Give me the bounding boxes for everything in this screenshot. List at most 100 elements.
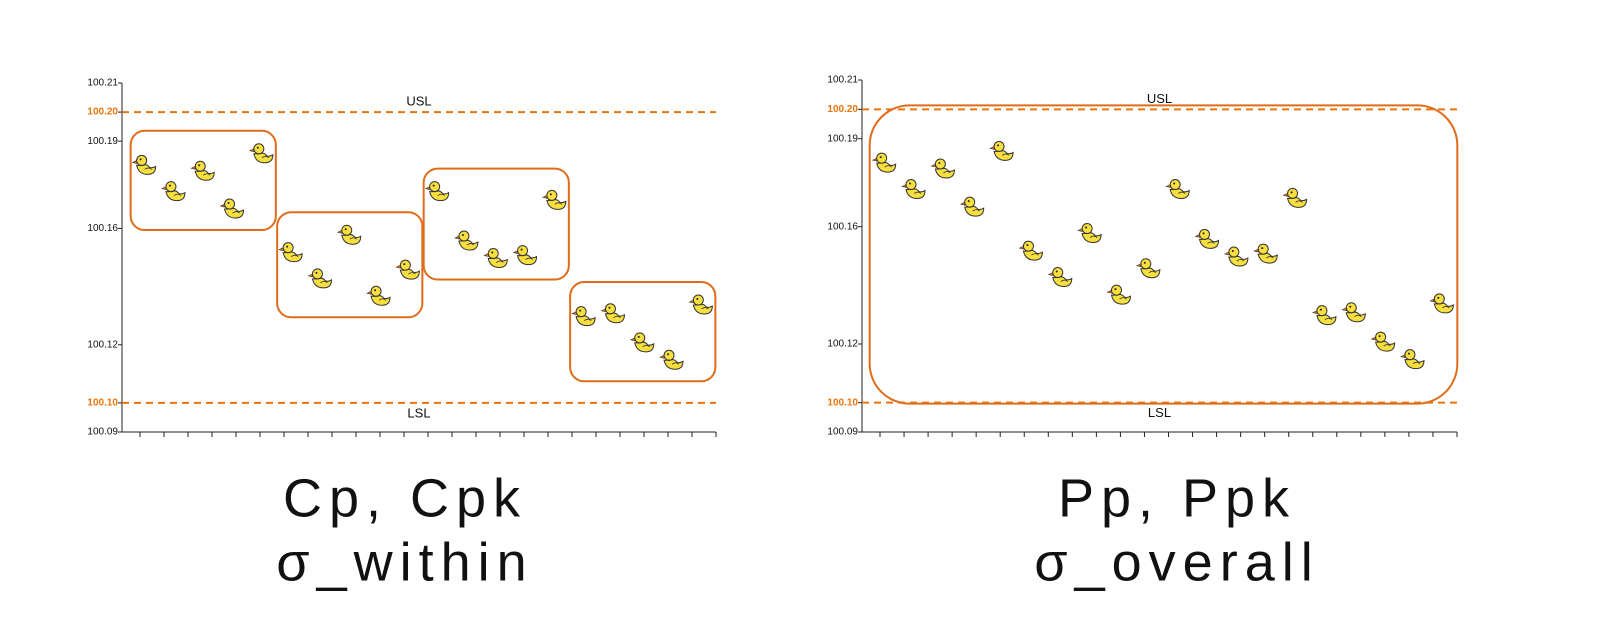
duck-point [871,152,897,173]
duck-beak [454,235,460,240]
duck-wing [437,193,445,196]
duck-wing [1148,270,1157,274]
duck-eye [1085,226,1088,229]
duck-beak [1429,298,1435,303]
duck-head [1404,349,1416,361]
duck-head [1022,240,1034,252]
duck-beak [278,247,284,252]
duck-eye [637,335,640,338]
duck-point [1341,302,1366,323]
y-tick-label: 100.21 [87,78,118,89]
duck-wing [1031,253,1039,256]
duck-head [876,152,888,164]
duck-body [1228,255,1249,267]
usl-label: USL [406,94,431,109]
duck-point [688,294,713,315]
duck-beak [483,253,489,257]
duck-head [1052,267,1064,279]
duck-eye [168,184,171,187]
duck-body [341,234,362,245]
duck-head [575,306,587,318]
duck-body [1345,311,1366,323]
duck-body [253,152,274,164]
duck-beak [688,299,694,304]
duck-body [165,190,186,202]
duck-point [1047,267,1073,288]
duck-wing [884,165,892,168]
duck-eye [1349,305,1352,308]
duck-point [278,242,303,263]
duck-wing [1265,256,1274,259]
duck-point [1135,258,1161,279]
duck-wing [1354,314,1362,318]
duck-wing [525,257,533,260]
duck-wing [972,209,981,212]
duck-head [194,160,206,172]
duck-body [311,277,332,289]
lsl-label: LSL [1148,405,1171,420]
duck-body [1110,293,1131,305]
subgroup-box [422,167,570,281]
duck-beak [161,186,167,190]
duck-head [1199,228,1211,240]
usl-label: USL [1147,91,1172,106]
y-tick-label: 100.09 [87,427,118,438]
duck-body [487,257,508,269]
duck-body [934,167,955,179]
duck-eye [1173,182,1176,185]
duck-body [663,359,684,370]
lsl-label: LSL [407,405,430,420]
duck-body [516,254,538,266]
duck-head [224,198,236,210]
duck-eye [1202,232,1205,235]
duck-eye [696,298,699,301]
duck-eye [520,248,523,251]
duck-beak [1282,192,1288,197]
duck-head [1345,302,1357,314]
duck-body [1169,188,1190,200]
duck-body [1022,249,1043,261]
duck-point [1077,223,1102,244]
duck-point [336,224,362,245]
duck-eye [227,202,230,205]
duck-wing [671,362,680,365]
duck-body [546,199,567,210]
duck-wing [1295,200,1303,203]
duck-eye [1261,247,1264,250]
duck-wing [1236,259,1245,262]
duck-point [930,158,955,179]
subgroup-box [129,129,277,232]
duck-wing [203,173,211,176]
duck-head [1228,246,1240,258]
duck-eye [1407,352,1410,355]
duck-head [1433,293,1445,305]
duck-head [993,140,1005,152]
duck-point [1400,349,1425,370]
duck-head [136,154,148,166]
duck-beak [1135,263,1142,268]
y-tick-label: 100.16 [87,223,118,234]
duck-point [190,160,215,181]
duck-head [1140,258,1152,270]
duck-wing [232,211,240,214]
duck-point [1253,243,1278,264]
duck-wing [261,155,270,159]
duck-eye [938,162,941,164]
duck-body [1257,252,1278,264]
duck-head [282,242,294,254]
duck-point [1106,284,1131,305]
duck-eye [432,184,435,187]
duck-beak [1165,184,1171,188]
duck-body [399,268,420,280]
duck-point [248,143,274,164]
duck-beak [1106,289,1112,294]
duck-head [429,181,441,193]
duck-body [1052,276,1073,288]
duck-wing [144,167,152,170]
y-tick-label: 100.10 [827,397,858,408]
duck-head [964,196,976,208]
duck-point [1165,179,1190,200]
duck-wing [466,243,475,246]
duck-beak [190,165,196,170]
duck-beak [930,163,936,168]
